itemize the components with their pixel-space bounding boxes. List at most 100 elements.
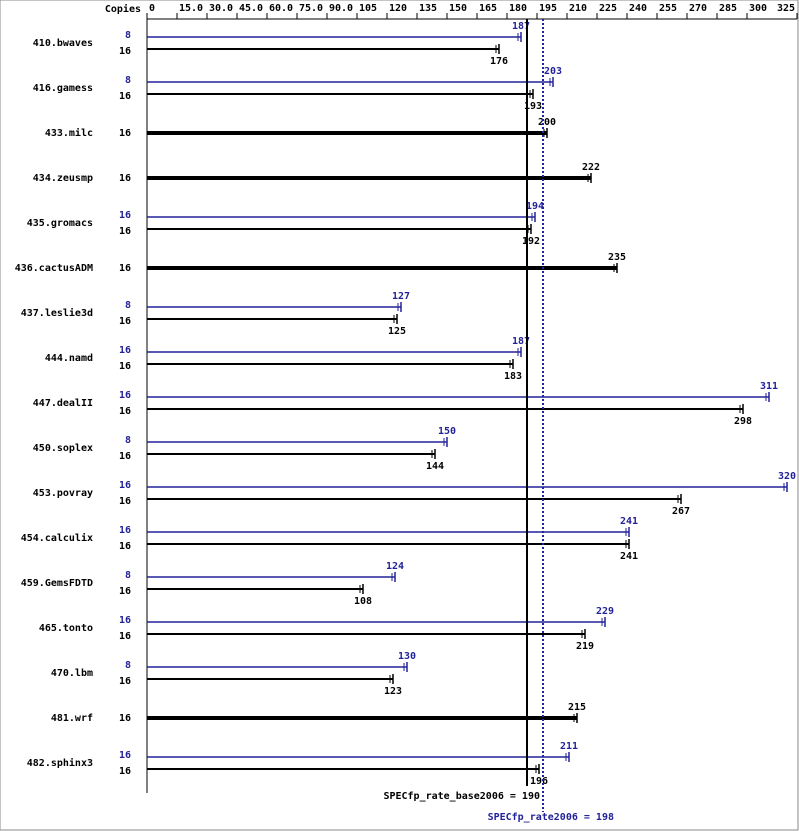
copies-label: 16 bbox=[119, 766, 131, 777]
value-label: 150 bbox=[438, 426, 456, 437]
benchmark-label: 447.dealII bbox=[33, 398, 93, 409]
value-label: 124 bbox=[386, 561, 404, 572]
copies-label: 8 bbox=[125, 30, 131, 41]
value-label: 108 bbox=[354, 596, 372, 607]
copies-label: 16 bbox=[119, 390, 131, 401]
value-label: 241 bbox=[620, 516, 638, 527]
benchmark-label: 482.sphinx3 bbox=[27, 757, 93, 769]
x-tick-label: 195 bbox=[539, 3, 557, 14]
value-label: 200 bbox=[538, 117, 556, 128]
x-tick-label: 75.0 bbox=[299, 3, 323, 14]
benchmark-label: 453.povray bbox=[33, 488, 93, 499]
copies-label: 8 bbox=[125, 300, 131, 311]
copies-label: 8 bbox=[125, 435, 131, 446]
copies-label: 16 bbox=[119, 496, 131, 507]
benchmark-label: 435.gromacs bbox=[27, 218, 93, 229]
value-label: 203 bbox=[544, 66, 562, 77]
x-tick-label: 180 bbox=[509, 3, 527, 14]
value-label: 194 bbox=[526, 201, 544, 212]
copies-label: 16 bbox=[119, 631, 131, 642]
copies-label: 16 bbox=[119, 128, 131, 139]
benchmark-label: 465.tonto bbox=[39, 623, 93, 634]
x-tick-label: 45.0 bbox=[239, 3, 263, 14]
value-label: 229 bbox=[596, 606, 614, 617]
copies-label: 16 bbox=[119, 46, 131, 57]
value-label: 123 bbox=[384, 686, 402, 697]
x-tick-label: 165 bbox=[479, 3, 497, 14]
x-tick-label: 150 bbox=[449, 3, 467, 14]
value-label: 192 bbox=[522, 236, 540, 247]
value-label: 298 bbox=[734, 416, 752, 427]
x-tick-label: 120 bbox=[389, 3, 407, 14]
benchmark-label: 481.wrf bbox=[51, 713, 93, 724]
value-label: 187 bbox=[512, 336, 530, 347]
x-tick-label: 90.0 bbox=[329, 3, 353, 14]
x-tick-label: 135 bbox=[419, 3, 437, 14]
x-tick-label: 225 bbox=[599, 3, 617, 14]
x-tick-label: 60.0 bbox=[269, 3, 293, 14]
copies-label: 8 bbox=[125, 660, 131, 671]
copies-label: 16 bbox=[119, 525, 131, 536]
x-tick-label: 15.0 bbox=[179, 3, 203, 14]
benchmark-label: 459.GemsFDTD bbox=[21, 578, 93, 589]
value-label: 235 bbox=[608, 252, 626, 263]
benchmark-label: 437.leslie3d bbox=[21, 307, 93, 319]
value-label: 196 bbox=[530, 776, 548, 787]
x-tick-label: 0 bbox=[149, 3, 155, 14]
copies-label: 16 bbox=[119, 91, 131, 102]
value-label: 267 bbox=[672, 506, 690, 517]
copies-label: 8 bbox=[125, 570, 131, 581]
benchmark-label: 434.zeusmp bbox=[33, 173, 93, 184]
benchmark-label: 454.calculix bbox=[21, 532, 93, 544]
copies-label: 16 bbox=[119, 210, 131, 221]
benchmark-label: 470.lbm bbox=[51, 668, 93, 679]
copies-header: Copies bbox=[105, 3, 141, 15]
copies-label: 16 bbox=[119, 226, 131, 237]
x-tick-label: 240 bbox=[629, 3, 647, 14]
copies-label: 16 bbox=[119, 451, 131, 462]
value-label: 176 bbox=[490, 56, 508, 67]
benchmark-label: 433.milc bbox=[45, 127, 93, 139]
x-tick-label: 30.0 bbox=[209, 3, 233, 14]
benchmark-label: 444.namd bbox=[45, 353, 93, 364]
value-label: 211 bbox=[560, 741, 578, 752]
copies-label: 16 bbox=[119, 406, 131, 417]
copies-label: 16 bbox=[119, 750, 131, 761]
value-label: 127 bbox=[392, 291, 410, 302]
copies-label: 16 bbox=[119, 676, 131, 687]
copies-label: 16 bbox=[119, 713, 131, 724]
base-metric-label: SPECfp_rate_base2006 = 190 bbox=[383, 791, 540, 802]
copies-label: 16 bbox=[119, 345, 131, 356]
x-tick-label: 105 bbox=[359, 3, 377, 14]
benchmark-label: 416.gamess bbox=[33, 83, 93, 94]
copies-label: 16 bbox=[119, 361, 131, 372]
value-label: 144 bbox=[426, 461, 444, 472]
value-label: 222 bbox=[582, 162, 600, 173]
copies-label: 16 bbox=[119, 263, 131, 274]
copies-label: 16 bbox=[119, 615, 131, 626]
value-label: 187 bbox=[512, 21, 530, 32]
value-label: 193 bbox=[524, 101, 542, 112]
value-label: 241 bbox=[620, 551, 638, 562]
benchmark-label: 410.bwaves bbox=[33, 38, 93, 49]
benchmark-label: 450.soplex bbox=[33, 443, 93, 454]
value-label: 130 bbox=[398, 651, 416, 662]
x-tick-label: 285 bbox=[719, 3, 737, 14]
copies-label: 16 bbox=[119, 480, 131, 491]
value-label: 125 bbox=[388, 326, 406, 337]
value-label: 219 bbox=[576, 641, 594, 652]
copies-label: 8 bbox=[125, 75, 131, 86]
x-tick-label: 255 bbox=[659, 3, 677, 14]
copies-label: 16 bbox=[119, 173, 131, 184]
copies-label: 16 bbox=[119, 586, 131, 597]
peak-metric-label: SPECfp_rate2006 = 198 bbox=[488, 812, 614, 823]
x-tick-label: 300 bbox=[749, 3, 767, 14]
copies-label: 16 bbox=[119, 316, 131, 327]
x-tick-label: 270 bbox=[689, 3, 707, 14]
copies-label: 16 bbox=[119, 541, 131, 552]
benchmark-label: 436.cactusADM bbox=[15, 263, 93, 274]
value-label: 311 bbox=[760, 381, 778, 392]
